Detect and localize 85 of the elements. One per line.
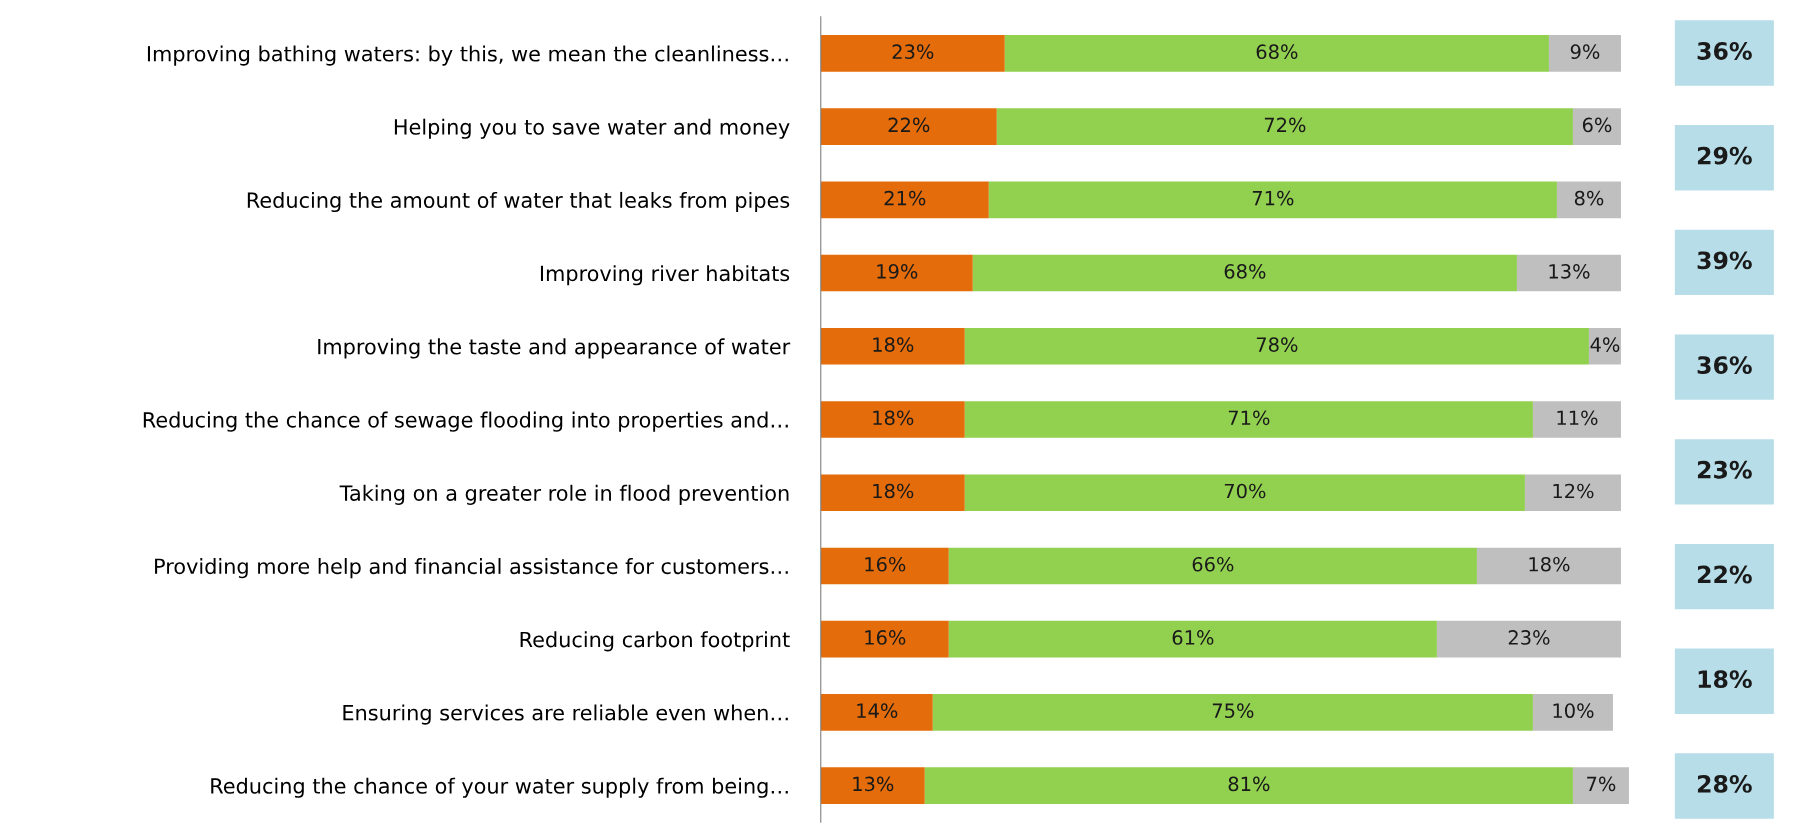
text: 22% [1697, 565, 1752, 584]
data-label: 6% [1582, 117, 1612, 133]
data-label: 13% [1549, 263, 1590, 279]
data-label: 70% [1224, 483, 1266, 499]
bar [820, 474, 965, 512]
data-label: 81% [1228, 776, 1270, 792]
bar [948, 547, 1477, 585]
y-tick-label: Improving river habitats [540, 265, 790, 286]
text: 39% [1697, 251, 1752, 270]
data-label: 75% [1212, 703, 1254, 719]
bar [820, 547, 949, 585]
bar [1516, 254, 1621, 292]
data-label: 66% [1192, 556, 1234, 572]
y-tick-label: Helping you to save water and money [394, 118, 790, 139]
y-tick-label: Providing more help and financial assistance for customers… [155, 558, 788, 579]
y-tick-label: Reducing the chance of sewage flooding into properties and… [143, 411, 788, 432]
bar [820, 694, 933, 731]
bar [948, 620, 1437, 658]
text: 36% [1697, 42, 1752, 60]
data-label: 11% [1557, 410, 1598, 426]
bar [820, 254, 973, 292]
bar [820, 401, 965, 438]
data-label: 68% [1224, 263, 1266, 279]
data-label: 78% [1256, 337, 1298, 352]
bar [964, 474, 1525, 512]
bar [1588, 327, 1621, 365]
data-label: 16% [865, 630, 906, 645]
data-label: 10% [1553, 703, 1594, 719]
bar [820, 35, 1005, 72]
data-label: 23% [892, 44, 934, 60]
bar [820, 181, 989, 219]
bar [1436, 620, 1621, 658]
bar [996, 108, 1573, 145]
bar [1572, 108, 1621, 145]
data-label: 18% [873, 337, 914, 352]
data-label: 61% [1172, 630, 1214, 645]
data-label: 12% [1553, 483, 1594, 499]
bar [932, 694, 1533, 731]
data-label: 14% [857, 703, 898, 719]
data-label: 8% [1574, 190, 1604, 206]
bar [924, 767, 1573, 804]
y-tick-label: Taking on a greater role in flood prevention [339, 484, 789, 505]
y-tick-label: Reducing the amount of water that leaks from pipes [247, 191, 790, 213]
y-tick-label: Improving the taste and appearance of water [318, 338, 791, 359]
text: 23% [1697, 460, 1752, 479]
data-label: 21% [884, 190, 926, 206]
y-tick-label: Improving bathing waters: by this, we mean the cleanliness… [147, 45, 788, 66]
bar [1572, 767, 1629, 804]
data-label: 18% [873, 483, 914, 499]
data-label: 71% [1252, 190, 1294, 206]
bar [1532, 694, 1613, 731]
data-label: 22% [888, 117, 930, 133]
y-tick-label: Reducing the chance of your water supply from being… [211, 777, 788, 798]
data-label: 23% [1508, 630, 1550, 645]
bar [820, 108, 997, 145]
bar [1004, 35, 1549, 72]
data-label: 68% [1256, 44, 1298, 60]
y-tick-label: Reducing carbon footprint [520, 631, 790, 652]
data-label: 16% [865, 556, 906, 572]
data-label: 71% [1228, 410, 1270, 426]
bar [988, 181, 1557, 219]
bar [820, 620, 949, 658]
text: 36% [1697, 356, 1752, 374]
bar [820, 327, 965, 365]
bar [1556, 181, 1621, 219]
text: 18% [1698, 670, 1752, 689]
data-label: 7% [1587, 776, 1616, 792]
bar [1532, 401, 1621, 438]
bar [820, 767, 925, 804]
data-label: 13% [853, 776, 894, 792]
data-label: 18% [1529, 556, 1570, 572]
data-label: 72% [1264, 117, 1306, 133]
text: 29% [1697, 146, 1752, 165]
bar [964, 401, 1533, 438]
y-tick-label: Ensuring services are reliable even when… [343, 704, 788, 725]
bar [1548, 35, 1621, 72]
data-label: 18% [873, 410, 914, 426]
bar [1524, 474, 1621, 512]
data-label: 19% [877, 263, 918, 279]
data-label: 4% [1590, 337, 1620, 352]
text: 28% [1697, 774, 1752, 793]
bar [1476, 547, 1621, 585]
data-label: 9% [1570, 44, 1600, 60]
bar [964, 327, 1589, 365]
bar [972, 254, 1517, 292]
